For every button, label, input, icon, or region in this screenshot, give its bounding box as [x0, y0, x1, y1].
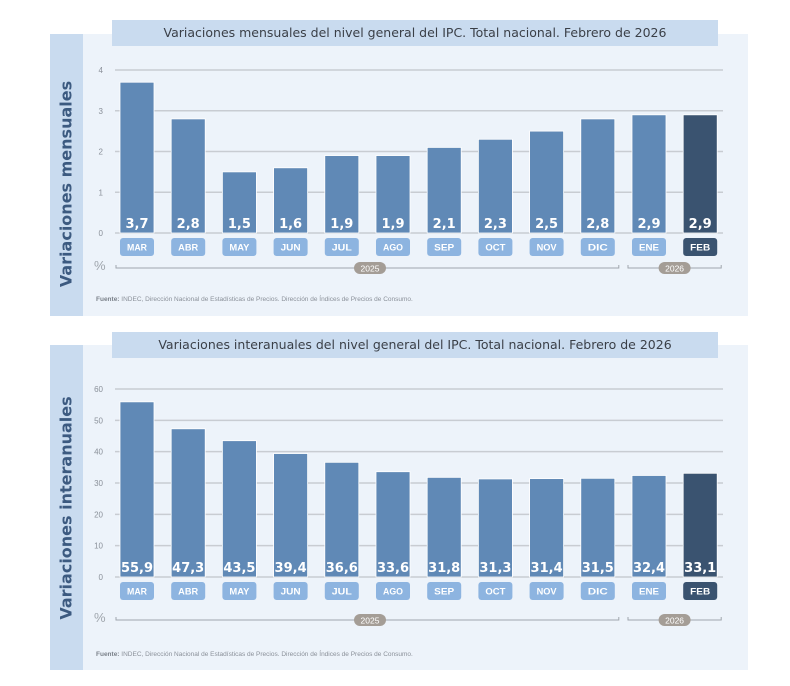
interannual-ylabel: Variaciones interanuales: [56, 396, 76, 620]
interannual-chart-title: Variaciones interanuales del nivel gener…: [112, 332, 718, 358]
interannual-source: Fuente: INDEC, Dirección Nacional de Est…: [96, 651, 413, 658]
monthly-chart-title: Variaciones mensuales del nivel general …: [112, 20, 718, 46]
monthly-ylabel: Variaciones mensuales: [56, 80, 76, 288]
source-text: INDEC, Dirección Nacional de Estadística…: [119, 651, 413, 658]
source-text: INDEC, Dirección Nacional de Estadística…: [119, 296, 413, 303]
monthly-chart-panel: Variaciones mensuales: [50, 34, 748, 316]
source-label: Fuente:: [96, 651, 120, 658]
ylabel-strip: [50, 345, 83, 670]
source-label: Fuente:: [96, 296, 120, 303]
ylabel-strip: [50, 34, 83, 316]
interannual-chart-panel: Variaciones interanuales: [50, 345, 748, 670]
monthly-source: Fuente: INDEC, Dirección Nacional de Est…: [96, 296, 413, 303]
